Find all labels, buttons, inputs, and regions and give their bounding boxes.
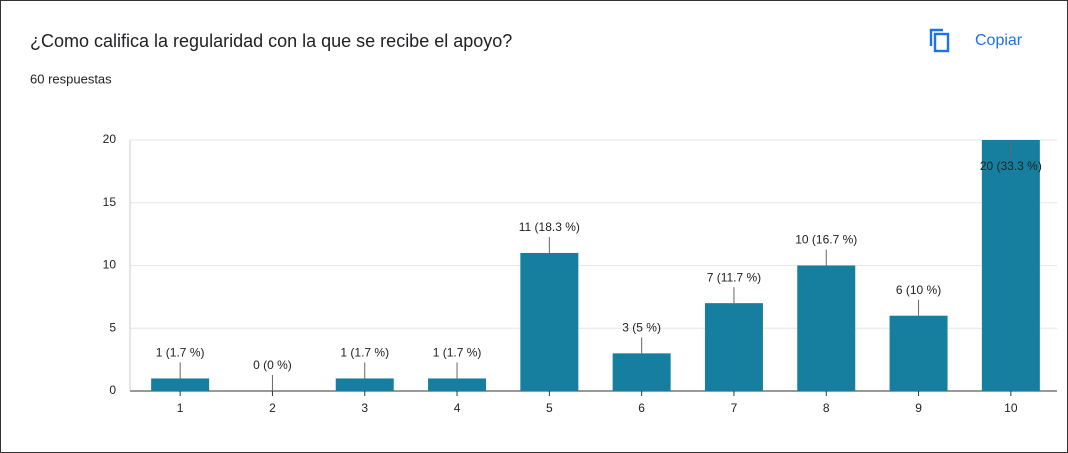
copy-label[interactable]: Copiar xyxy=(975,32,1023,49)
bar xyxy=(704,303,763,391)
bar xyxy=(981,140,1040,391)
value-label: 3 (5 %) xyxy=(622,321,661,335)
x-tick-label: 5 xyxy=(546,401,553,415)
y-tick-label: 5 xyxy=(109,320,116,334)
bar xyxy=(797,265,856,391)
bar xyxy=(612,353,671,391)
y-tick-label: 20 xyxy=(103,132,117,146)
bar xyxy=(889,315,948,391)
x-tick-label: 4 xyxy=(454,401,461,415)
x-tick-label: 3 xyxy=(361,401,368,415)
bar xyxy=(151,378,210,391)
value-label: 7 (11.7 %) xyxy=(707,270,761,284)
value-label: 0 (0 %) xyxy=(253,358,292,372)
bar xyxy=(520,252,579,391)
chart-title: ¿Como califica la regularidad con la que… xyxy=(30,31,512,51)
value-label: 1 (1.7 %) xyxy=(340,346,389,360)
x-tick-label: 8 xyxy=(823,401,830,415)
y-tick-label: 0 xyxy=(109,383,116,397)
y-tick-label: 15 xyxy=(103,195,117,209)
value-label: 10 (16.7 %) xyxy=(795,233,857,247)
value-label: 11 (18.3 %) xyxy=(519,220,580,234)
bar xyxy=(335,378,394,391)
x-tick-label: 1 xyxy=(177,401,184,415)
value-label: 1 (1.7 %) xyxy=(433,346,482,360)
x-tick-label: 2 xyxy=(269,401,276,415)
y-tick-label: 10 xyxy=(103,258,117,272)
value-label: 20 (33.3 %) xyxy=(980,159,1042,173)
bar xyxy=(428,378,487,391)
copy-icon xyxy=(933,32,950,53)
subtitle: 60 respuestas xyxy=(30,71,112,86)
value-label: 6 (10 %) xyxy=(896,283,941,297)
x-tick-label: 10 xyxy=(1004,401,1018,415)
x-tick-label: 9 xyxy=(915,401,922,415)
copy-icon-back xyxy=(929,28,943,46)
copy-button[interactable]: Copiar xyxy=(929,28,1023,53)
value-label: 1 (1.7 %) xyxy=(156,346,205,360)
x-tick-label: 7 xyxy=(731,401,738,415)
x-tick-label: 6 xyxy=(638,401,645,415)
